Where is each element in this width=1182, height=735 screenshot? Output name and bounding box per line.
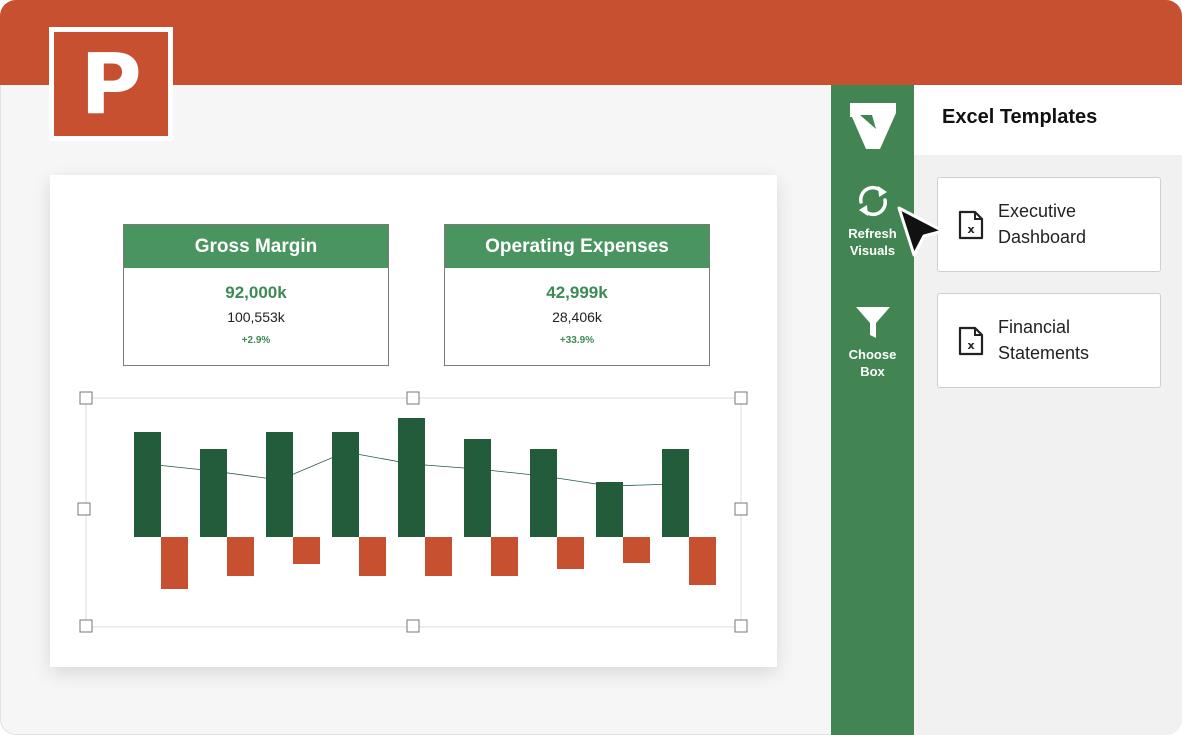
resize-handle-bottom-right[interactable]	[734, 619, 748, 633]
mouse-cursor-icon	[897, 206, 945, 257]
template-label: Executive Dashboard	[998, 201, 1087, 247]
selection-handles[interactable]	[77, 391, 748, 633]
bar-negative-8	[623, 537, 650, 563]
template-label: Financial Statements	[998, 317, 1090, 363]
title-bar	[0, 0, 1182, 85]
choose-box-button[interactable]: Choose Box	[831, 306, 914, 380]
svg-text:x: x	[967, 339, 974, 352]
resize-handle-top-right[interactable]	[734, 391, 748, 405]
bar-positive-4	[332, 432, 359, 537]
bar-negative-6	[491, 537, 518, 576]
kpi-card-gross-margin[interactable]: Gross Margin 92,000k 100,553k +2.9%	[123, 224, 389, 366]
powerpoint-logo-tile: P	[54, 32, 168, 136]
bar-negative-1	[161, 537, 188, 589]
kpi-title: Gross Margin	[124, 225, 388, 268]
kpi-previous-value: 100,553k	[227, 309, 285, 325]
powerpoint-logo-letter: P	[80, 35, 142, 133]
kpi-delta: +2.9%	[241, 335, 271, 346]
kpi-delta: +33.9%	[559, 335, 595, 346]
trend-line	[147, 451, 676, 487]
powerpoint-logo: P	[49, 27, 173, 141]
v-logo-icon	[850, 103, 896, 149]
excel-templates-panel: Excel Templates x Executive Dashboard x …	[914, 85, 1182, 735]
excel-file-icon: x	[958, 210, 984, 240]
chart-bars	[134, 418, 716, 589]
kpi-previous-value: 28,406k	[552, 309, 602, 325]
bar-negative-7	[557, 537, 584, 569]
bar-negative-3	[293, 537, 320, 564]
bar-positive-1	[134, 432, 161, 537]
slide-canvas[interactable]: Gross Margin 92,000k 100,553k +2.9% Oper…	[50, 175, 777, 667]
bar-positive-7	[530, 449, 557, 537]
bar-positive-8	[596, 482, 623, 537]
choose-box-label: Choose Box	[848, 347, 897, 379]
template-executive-dashboard[interactable]: x Executive Dashboard	[937, 177, 1161, 272]
bar-positive-9	[662, 449, 689, 537]
kpi-card-operating-expenses[interactable]: Operating Expenses 42,999k 28,406k +33.9…	[444, 224, 710, 366]
resize-handle-top-center[interactable]	[406, 391, 420, 405]
bar-positive-6	[464, 439, 491, 537]
refresh-icon	[858, 185, 887, 217]
bar-positive-3	[266, 432, 293, 537]
kpi-value: 92,000k	[225, 283, 287, 302]
bar-negative-5	[425, 537, 452, 576]
bar-positive-5	[398, 418, 425, 537]
resize-handle-middle-right[interactable]	[734, 502, 748, 516]
refresh-visuals-label: Refresh Visuals	[848, 226, 897, 258]
resize-handle-bottom-center[interactable]	[406, 619, 420, 633]
panel-title: Excel Templates	[942, 106, 1098, 128]
svg-text:x: x	[967, 223, 974, 236]
kpi-title: Operating Expenses	[445, 225, 709, 268]
filter-icon	[855, 307, 890, 338]
bar-positive-2	[200, 449, 227, 537]
bar-negative-9	[689, 537, 716, 585]
waterfall-chart[interactable]	[50, 175, 777, 667]
bar-negative-4	[359, 537, 386, 576]
addin-sidebar: Refresh Visuals Choose Box	[831, 85, 914, 735]
template-financial-statements[interactable]: x Financial Statements	[937, 293, 1161, 388]
resize-handle-middle-left[interactable]	[77, 502, 91, 516]
refresh-visuals-button[interactable]: Refresh Visuals	[831, 183, 914, 259]
kpi-value: 42,999k	[546, 283, 608, 302]
resize-handle-bottom-left[interactable]	[79, 619, 93, 633]
resize-handle-top-left[interactable]	[79, 391, 93, 405]
panel-header: Excel Templates	[914, 85, 1182, 155]
excel-file-icon: x	[958, 326, 984, 356]
bar-negative-2	[227, 537, 254, 576]
